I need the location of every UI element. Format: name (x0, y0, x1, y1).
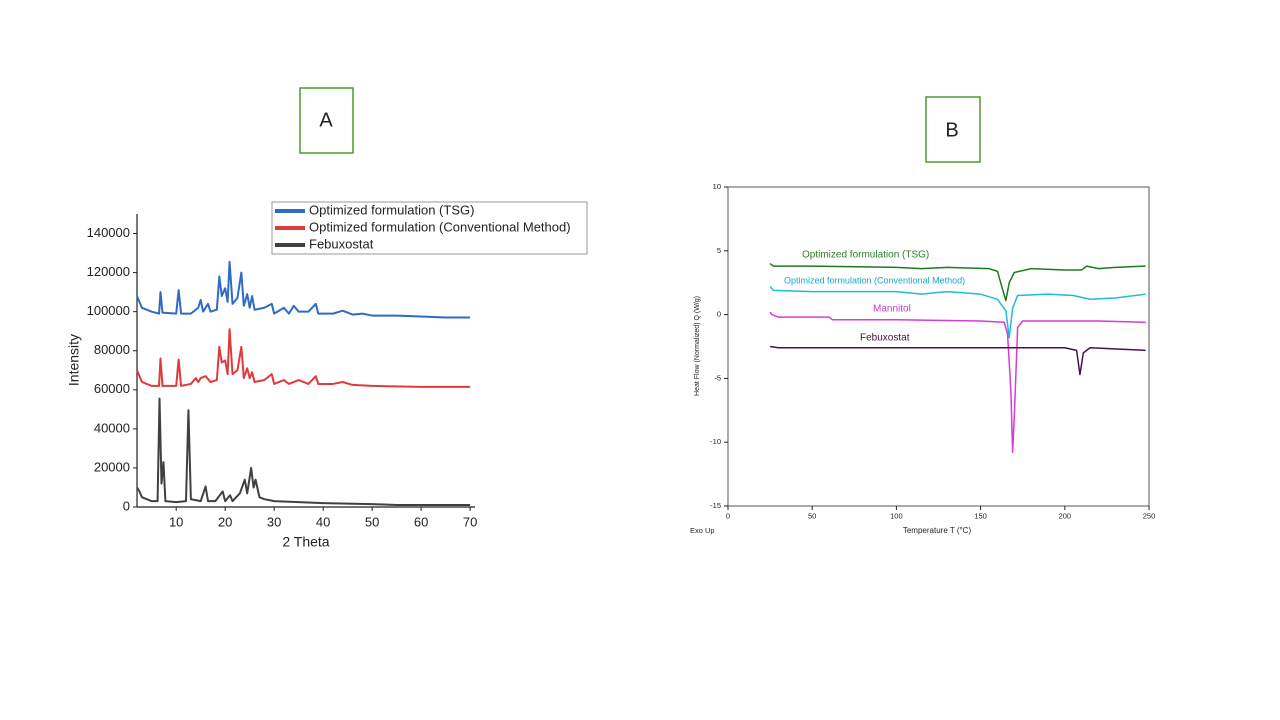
series-label: Mannitol (873, 304, 911, 315)
y-tick-label: -10 (710, 437, 721, 446)
legend-label: Optimized formulation (Conventional Meth… (309, 219, 571, 234)
legend-box (271, 201, 588, 255)
series-line (769, 311, 1146, 454)
x-axis-label: Temperature T (°C) (903, 526, 972, 535)
panel-label: A (319, 109, 333, 131)
x-tick-label: 250 (1143, 511, 1156, 520)
y-tick-label: -5 (714, 373, 721, 382)
series-line (136, 328, 471, 388)
y-tick-label: 20000 (94, 459, 130, 474)
series-line (136, 260, 471, 319)
series-line (136, 397, 471, 507)
x-axis-label: 2 Theta (282, 534, 329, 550)
x-tick-label: 10 (169, 514, 183, 529)
x-tick-label: 20 (218, 514, 232, 529)
series-line (769, 262, 1146, 302)
plot-frame (727, 186, 1150, 507)
y-tick-label: 60000 (94, 381, 130, 396)
series-line (769, 345, 1146, 376)
panel-box (299, 87, 354, 154)
x-tick-label: 50 (365, 514, 379, 529)
y-tick-label: 100000 (87, 303, 130, 318)
x-tick-label: 30 (267, 514, 281, 529)
x-tick-label: 0 (726, 511, 730, 520)
legend-label: Optimized formulation (TSG) (309, 202, 474, 217)
series-label: Optimized formulation (Conventional Meth… (784, 275, 965, 285)
legend-label: Febuxostat (309, 236, 374, 251)
y-tick-label: 140000 (87, 225, 130, 240)
y-tick-label: 5 (717, 246, 721, 255)
y-tick-label: 80000 (94, 342, 130, 357)
panel-box (925, 96, 981, 163)
x-tick-label: 70 (463, 514, 477, 529)
y-tick-label: 0 (123, 498, 130, 513)
x-tick-label: 60 (414, 514, 428, 529)
panel-label: B (945, 119, 958, 141)
y-axis-label: Heat Flow (Normalized) Q (W/g) (694, 296, 701, 396)
series-label: Febuxostat (860, 333, 910, 344)
y-tick-label: 40000 (94, 420, 130, 435)
y-axis-label: Intensity (66, 334, 82, 386)
x-tick-label: 50 (808, 511, 816, 520)
x-tick-label: 150 (974, 511, 987, 520)
y-tick-label: 10 (713, 182, 721, 191)
x-tick-label: 100 (890, 511, 903, 520)
y-tick-label: 120000 (87, 264, 130, 279)
note: Exo Up (690, 526, 715, 535)
series-label: Optimized formulation (TSG) (802, 250, 929, 261)
x-tick-label: 200 (1059, 511, 1072, 520)
y-tick-label: -15 (710, 501, 721, 510)
x-tick-label: 40 (316, 514, 330, 529)
series-line (769, 286, 1146, 339)
y-tick-label: 0 (717, 310, 721, 319)
